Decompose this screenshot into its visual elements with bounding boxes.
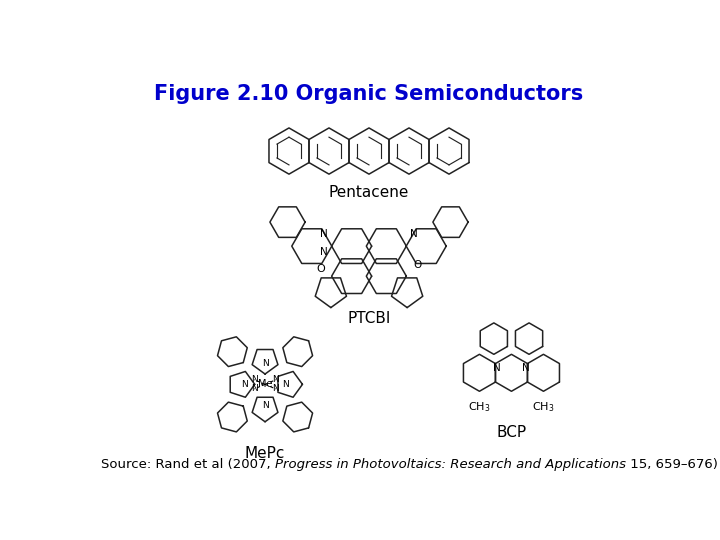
Text: N: N — [261, 359, 269, 368]
Text: Progress in Photovoltaics: Research and Applications: Progress in Photovoltaics: Research and … — [275, 457, 626, 470]
Text: N: N — [320, 229, 328, 239]
Text: Pentacene: Pentacene — [329, 185, 409, 200]
Text: 15, 659–676): 15, 659–676) — [626, 457, 718, 470]
Text: CH$_3$: CH$_3$ — [532, 401, 554, 414]
Text: N: N — [272, 375, 279, 384]
Text: BCP: BCP — [496, 425, 526, 440]
Text: N: N — [282, 380, 289, 389]
Text: N: N — [261, 401, 269, 410]
Text: MePc: MePc — [245, 446, 285, 461]
Text: N: N — [241, 380, 248, 389]
Text: Figure 2.10 Organic Semiconductors: Figure 2.10 Organic Semiconductors — [154, 84, 584, 104]
Text: N: N — [410, 229, 418, 239]
Text: N: N — [320, 247, 328, 257]
Text: N: N — [251, 384, 258, 394]
Text: O: O — [413, 260, 421, 270]
Text: N: N — [522, 363, 530, 373]
Text: N: N — [493, 363, 501, 373]
Text: Source: Rand et al (2007,: Source: Rand et al (2007, — [101, 457, 275, 470]
Text: CH$_3$: CH$_3$ — [468, 401, 491, 414]
Text: N: N — [272, 384, 279, 394]
Text: N: N — [251, 375, 258, 384]
Text: O: O — [317, 264, 325, 274]
Text: Me: Me — [258, 379, 272, 389]
Text: PTCBI: PTCBI — [347, 311, 391, 326]
